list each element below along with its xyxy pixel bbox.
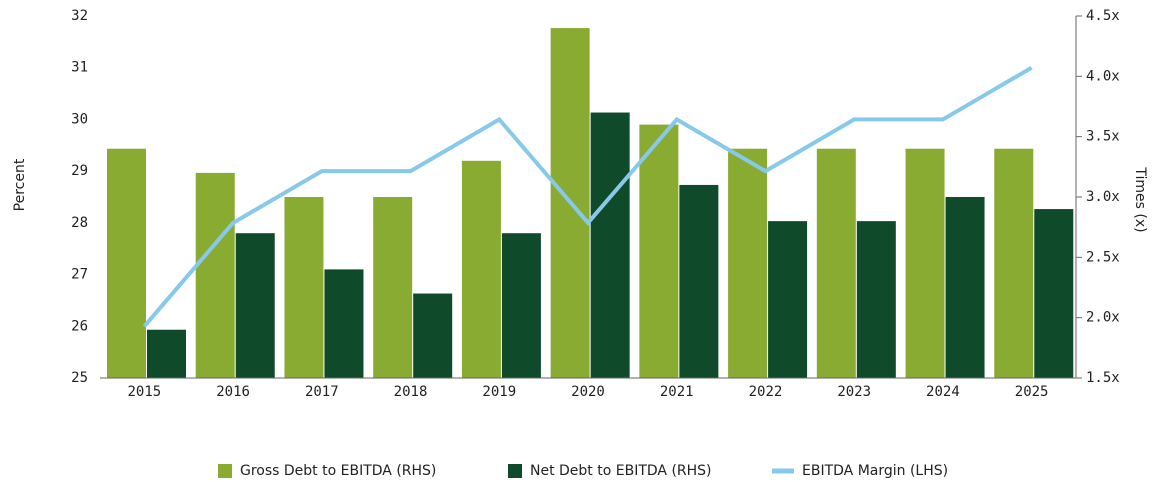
legend-label: Net Debt to EBITDA (RHS) — [530, 463, 712, 479]
bar — [147, 330, 186, 378]
bar — [236, 233, 275, 378]
legend-label: EBITDA Margin (LHS) — [802, 463, 948, 479]
y-tick-label: 26 — [71, 318, 88, 334]
legend-swatch — [218, 464, 232, 478]
y2-tick-label: 3.0x — [1086, 189, 1120, 205]
x-tick-label: 2016 — [216, 384, 250, 400]
bar — [324, 269, 363, 378]
y2-tick-label: 1.5x — [1086, 370, 1120, 386]
x-tick-label: 2022 — [749, 384, 783, 400]
bar — [373, 197, 412, 378]
x-tick-label: 2015 — [128, 384, 162, 400]
bar — [728, 149, 767, 378]
y2-axis-title: Times (x) — [1132, 166, 1148, 232]
y-tick-label: 28 — [71, 215, 88, 231]
bar — [591, 113, 630, 378]
y-tick-label: 31 — [71, 60, 88, 76]
bar — [462, 161, 501, 378]
x-tick-label: 2021 — [660, 384, 694, 400]
x-tick-label: 2020 — [571, 384, 605, 400]
x-tick-label: 2017 — [305, 384, 339, 400]
bar — [817, 149, 856, 378]
x-tick-label: 2019 — [482, 384, 516, 400]
x-tick-label: 2024 — [926, 384, 960, 400]
bar — [639, 125, 678, 378]
y-tick-label: 25 — [71, 370, 88, 386]
y2-tick-label: 4.0x — [1086, 68, 1120, 84]
bar — [994, 149, 1033, 378]
y-tick-label: 30 — [71, 111, 88, 127]
bar — [679, 185, 718, 378]
bar — [946, 197, 985, 378]
y-tick-label: 29 — [71, 163, 88, 179]
bar — [284, 197, 323, 378]
y2-tick-label: 3.5x — [1086, 129, 1120, 145]
y-tick-label: 27 — [71, 267, 88, 283]
bar — [857, 221, 896, 378]
chart: Percent Times (x) 25 26 27 28 29 30 31 32 1.5x 2.… — [0, 0, 1154, 482]
y-axis-title: Percent — [12, 158, 28, 211]
y-tick-label: 32 — [71, 8, 88, 24]
x-tick-label: 2018 — [394, 384, 428, 400]
y2-tick-label: 2.5x — [1086, 249, 1120, 265]
x-tick-label: 2025 — [1015, 384, 1049, 400]
x-tick-label: 2023 — [837, 384, 871, 400]
legend-label: Gross Debt to EBITDA (RHS) — [240, 463, 436, 479]
bar — [768, 221, 807, 378]
bar — [413, 294, 452, 378]
bar — [107, 149, 146, 378]
y2-tick-label: 4.5x — [1086, 8, 1120, 24]
bar — [906, 149, 945, 378]
y2-tick-label: 2.0x — [1086, 310, 1120, 326]
bar — [502, 233, 541, 378]
bar — [196, 173, 235, 378]
legend-swatch — [508, 464, 522, 478]
bar — [1034, 209, 1073, 378]
